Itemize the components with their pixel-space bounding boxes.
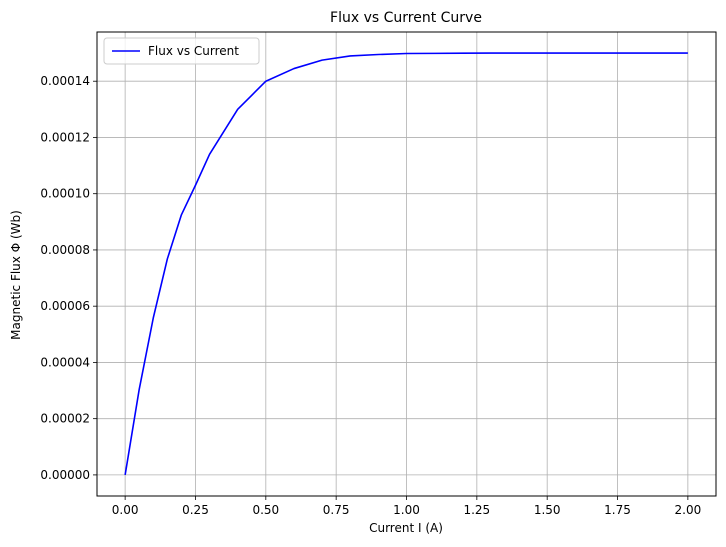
series-line-0 <box>124 52 688 476</box>
x-tick-label: 1.00 <box>393 503 420 517</box>
x-tick-label: 1.50 <box>534 503 561 517</box>
y-axis-label: Magnetic Flux Φ (Wb) <box>9 210 23 340</box>
y-tick-label: 0.00002 <box>40 412 90 426</box>
series-layer <box>124 52 688 476</box>
legend-entry: Flux vs Current <box>148 44 239 58</box>
legend-box <box>103 37 260 65</box>
x-tick-label: 2.00 <box>675 503 702 517</box>
y-tick-label: 0.00012 <box>40 130 90 144</box>
y-tick-label: 0.00000 <box>40 468 90 482</box>
y-tick-label: 0.00004 <box>40 355 90 369</box>
grid <box>97 32 716 496</box>
x-tick-label: 0.25 <box>182 503 209 517</box>
x-axis: 0.00 0.25 0.50 0.75 1.00 1.25 1.50 1.75 2.00 <box>112 496 701 517</box>
x-tick-label: 0.75 <box>323 503 350 517</box>
x-tick-label: 0.00 <box>112 503 139 517</box>
chart-title: Flux vs Current Curve <box>330 10 482 26</box>
x-tick-label: 1.75 <box>604 503 631 517</box>
x-axis-label: Current I (A) <box>369 521 443 535</box>
y-axis: 0.00000 0.00002 0.00004 0.00006 0.00008 0.000… <box>40 74 97 482</box>
y-tick-label: 0.00010 <box>40 187 90 201</box>
y-tick-label: 0.00014 <box>40 74 90 88</box>
y-tick-label: 0.00008 <box>40 243 90 257</box>
x-tick-label: 1.25 <box>463 503 490 517</box>
x-tick-label: 0.50 <box>252 503 279 517</box>
y-tick-label: 0.00006 <box>40 299 90 313</box>
legend: Flux vs Current <box>103 37 260 65</box>
